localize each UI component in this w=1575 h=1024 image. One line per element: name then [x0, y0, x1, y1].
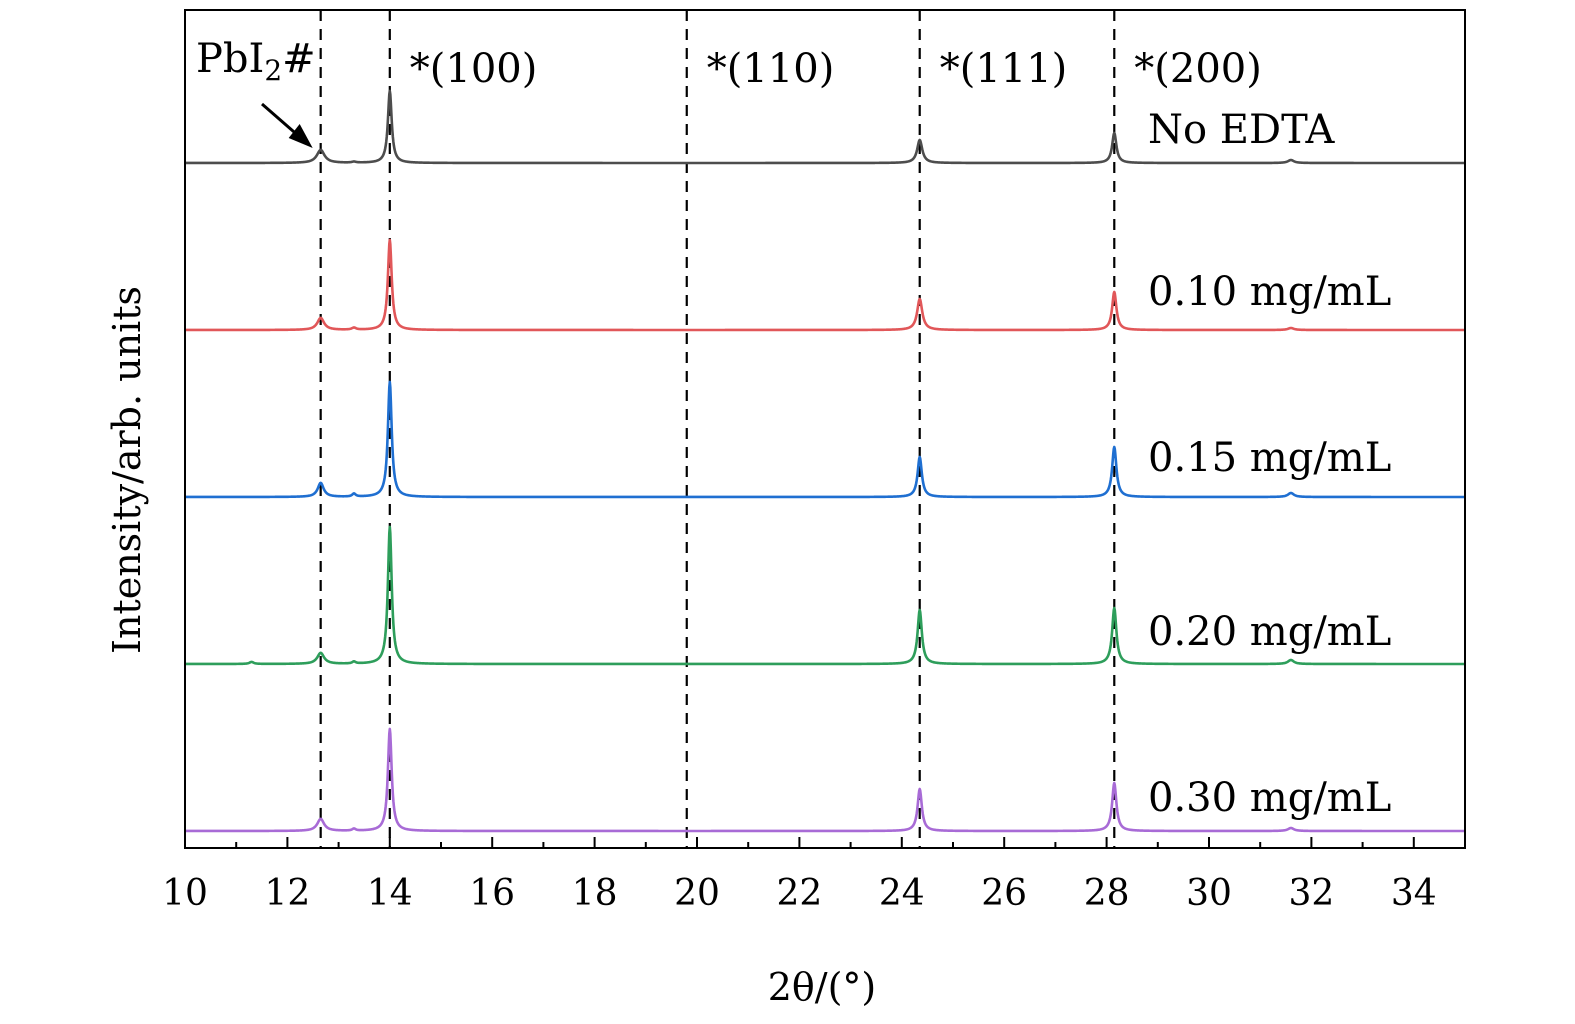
- x-tick-label: 28: [1084, 873, 1130, 914]
- x-axis-ticks: 10 12 14 16 18 20 22 24 26 28 30 32 34: [162, 837, 1466, 914]
- x-tick-label: 26: [981, 873, 1027, 914]
- reference-lines: [319, 10, 1116, 848]
- x-tick-label: 14: [367, 873, 413, 914]
- x-tick-label: 20: [674, 873, 720, 914]
- trace-1: [184, 238, 1466, 332]
- x-tick-label: 30: [1186, 873, 1232, 914]
- series-label-4: 0.30 mg/mL: [1148, 775, 1391, 821]
- x-tick-label: 10: [162, 873, 208, 914]
- trace-4: [184, 727, 1466, 833]
- peak-label-4: *(200): [1134, 46, 1262, 92]
- diffraction-traces: [184, 89, 1466, 833]
- trace-0: [184, 89, 1466, 165]
- x-tick-label: 24: [879, 873, 925, 914]
- pbi2-suffix: #: [282, 36, 316, 82]
- trace-3: [184, 525, 1466, 666]
- pbi2-subscript: 2: [264, 54, 282, 87]
- trace-2: [184, 380, 1466, 499]
- x-tick-label: 34: [1391, 873, 1437, 914]
- plot-frame: [184, 9, 1466, 849]
- x-tick-label: 16: [469, 873, 515, 914]
- series-label-3: 0.20 mg/mL: [1148, 609, 1391, 655]
- annotations: PbI2#: [196, 36, 316, 148]
- x-tick-label: 22: [776, 873, 822, 914]
- x-tick-label: 32: [1288, 873, 1334, 914]
- series-label-2: 0.15 mg/mL: [1148, 435, 1391, 481]
- annotation-arrow-head: [288, 124, 313, 148]
- peak-labels: *(100) *(110) *(111) *(200): [410, 46, 1262, 92]
- series-labels: No EDTA 0.10 mg/mL 0.15 mg/mL 0.20 mg/mL 0.3…: [1148, 107, 1391, 821]
- x-tick-label: 12: [264, 873, 310, 914]
- pbi2-main: PbI: [196, 36, 264, 82]
- x-tick-label: 18: [572, 873, 618, 914]
- peak-label-1: *(100): [410, 46, 538, 92]
- pbi2-annotation: PbI2#: [196, 36, 316, 87]
- x-axis-title: 2θ/(°): [768, 965, 877, 1009]
- peak-label-3: *(111): [940, 46, 1068, 92]
- peak-label-2: *(110): [707, 46, 835, 92]
- y-axis-title: Intensity/arb. units: [105, 286, 149, 654]
- series-label-0: No EDTA: [1148, 107, 1336, 153]
- series-label-1: 0.10 mg/mL: [1148, 269, 1391, 315]
